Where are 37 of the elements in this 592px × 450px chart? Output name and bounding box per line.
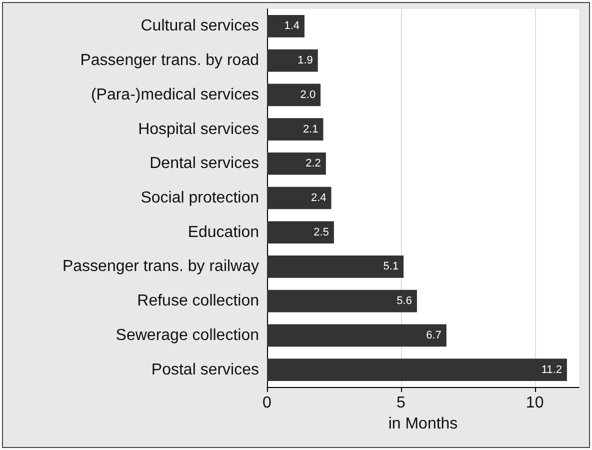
data-label: 2.4 [310,192,326,204]
bar [267,118,324,140]
y-tick-label: Social protection [140,190,259,206]
y-tick-label: Refuse collection [137,292,259,310]
data-label: 11.2 [541,364,562,376]
bar [267,221,334,244]
bar [267,358,567,381]
data-label: 2.5 [314,226,329,238]
data-label: 1.4 [284,20,300,32]
x-tick-label: 10 [526,394,544,412]
y-tick-label: Dental services [150,155,259,172]
bar [267,15,304,38]
data-label: 5.1 [383,260,399,273]
y-tick-label: Hospital services [138,120,259,138]
y-tick-label: Postal services [151,361,259,378]
y-tick-label: Education [188,224,259,241]
bar [267,256,404,278]
bar [267,290,417,312]
y-tick-label: Passenger trans. by railway [62,258,259,276]
y-tick-label: (Para-)medical services [90,86,259,104]
x-tick-label: 0 [262,394,272,412]
bar [267,152,326,175]
data-label: 6.7 [426,329,442,342]
bar [267,49,318,72]
y-tick-label: Sewerage collection [116,326,259,344]
bar [267,324,446,347]
data-label: 5.6 [396,295,412,308]
bar [267,84,321,106]
data-label: 2.1 [302,123,318,136]
bar [267,186,332,210]
y-tick-label: Cultural services [140,18,259,35]
data-label: 2.2 [306,158,321,170]
x-tick-label: 5 [396,394,406,412]
data-label: 2.0 [300,88,316,101]
data-label: 1.9 [298,54,313,67]
y-tick-label: Passenger trans. by road [80,52,259,70]
x-axis-title: in Months [388,415,458,432]
